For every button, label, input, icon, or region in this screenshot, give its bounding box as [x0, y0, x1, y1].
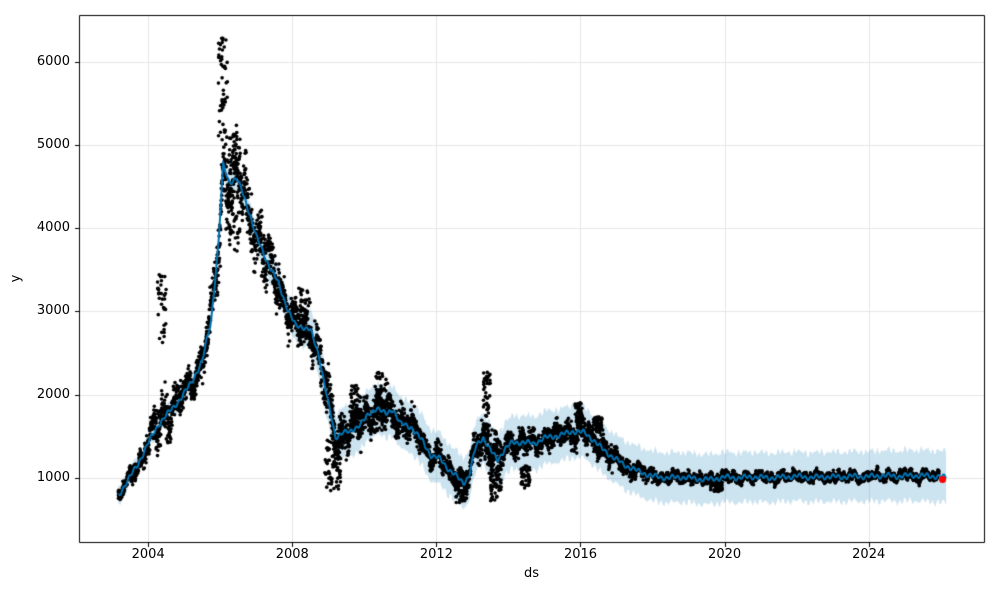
x-tick-label: 2008: [275, 547, 309, 562]
x-tick-label: 2020: [708, 547, 742, 562]
x-tick-label: 2024: [852, 547, 886, 562]
y-tick-label: 3000: [36, 303, 70, 319]
y-tick-label: 5000: [36, 136, 70, 152]
y-tick-label: 6000: [36, 53, 70, 69]
y-axis-label: y: [8, 274, 24, 283]
y-tick-label: 4000: [36, 220, 70, 236]
x-tick-label: 2016: [563, 547, 598, 562]
y-tick-label: 1000: [36, 469, 70, 485]
x-tick-label: 2004: [131, 547, 165, 562]
x-tick-label: 2012: [419, 547, 453, 562]
x-axis-label: ds: [523, 566, 540, 581]
y-tick-label: 2000: [36, 386, 70, 402]
